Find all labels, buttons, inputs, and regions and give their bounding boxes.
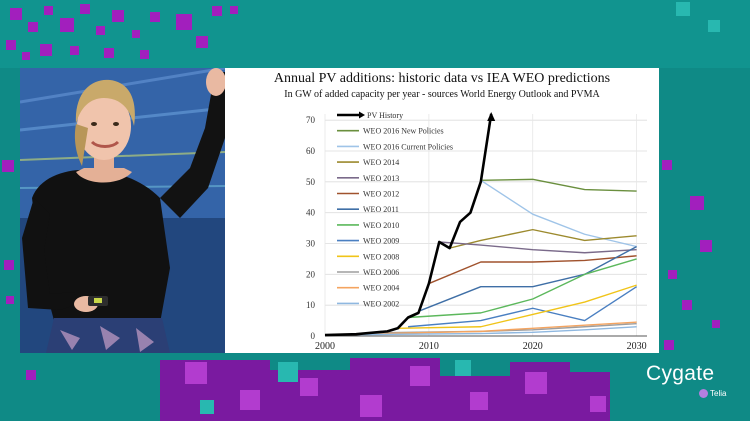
presenter-video <box>20 68 225 353</box>
series-line <box>480 178 637 192</box>
history-arrowhead <box>487 112 496 121</box>
legend-label: WEO 2010 <box>363 221 399 230</box>
legend-arrow-icon <box>359 111 365 119</box>
series-line <box>356 321 637 335</box>
y-tick-label: 40 <box>306 208 316 218</box>
brand-logo: Cygate Telia <box>646 362 742 406</box>
y-tick-label: 20 <box>306 269 316 279</box>
legend-label: PV History <box>367 111 403 120</box>
series-line <box>335 326 637 336</box>
legend-label: WEO 2002 <box>363 299 399 308</box>
series-line <box>324 113 493 337</box>
series-line <box>439 241 637 254</box>
brand-sub: Telia <box>710 389 727 398</box>
legend-label: WEO 2014 <box>363 158 399 167</box>
series-line <box>449 228 637 249</box>
y-tick-label: 70 <box>306 115 316 125</box>
series-line <box>408 258 637 319</box>
y-tick-label: 60 <box>306 146 316 156</box>
y-tick-label: 0 <box>311 331 316 341</box>
presenter-figure <box>20 68 225 353</box>
series-line <box>428 255 637 285</box>
series-line <box>418 245 637 312</box>
legend-label: WEO 2012 <box>363 190 399 199</box>
x-tick-label: 2030 <box>627 341 647 352</box>
slide-subtitle: In GW of added capacity per year - sourc… <box>284 89 600 100</box>
y-tick-label: 50 <box>306 177 316 187</box>
legend-label: WEO 2008 <box>363 252 399 261</box>
series-line <box>480 179 637 248</box>
x-tick-label: 2000 <box>315 341 335 352</box>
x-tick-label: 2010 <box>419 341 439 352</box>
series-line <box>397 284 637 329</box>
legend-label: WEO 2013 <box>363 174 399 183</box>
legend-label: WEO 2016 New Policies <box>363 127 444 136</box>
x-tick-label: 2020 <box>523 341 543 352</box>
legend-label: WEO 2016 Current Policies <box>363 142 453 151</box>
slide-title: Annual PV additions: historic data vs IE… <box>273 71 611 86</box>
telia-dot-icon <box>699 389 708 398</box>
legend-label: WEO 2011 <box>363 205 399 214</box>
series-line <box>408 286 637 328</box>
y-tick-label: 10 <box>306 300 316 310</box>
brand-name: Cygate <box>646 362 715 385</box>
y-tick-label: 30 <box>306 239 316 249</box>
presentation-slide: Annual PV additions: historic data vs IE… <box>225 68 659 353</box>
legend-label: WEO 2009 <box>363 237 399 246</box>
legend-label: WEO 2004 <box>363 284 399 293</box>
legend-label: WEO 2006 <box>363 268 399 277</box>
